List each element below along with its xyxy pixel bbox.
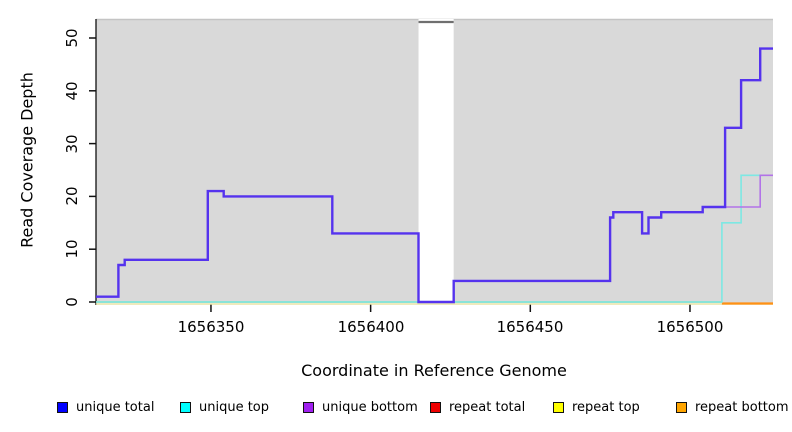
legend-label: repeat bottom [695,400,789,415]
y-tick-label: 30 [63,134,81,154]
legend-item-repeat-top: repeat top [553,400,640,415]
unique-total-swatch-icon [57,402,68,413]
x-tick-label: 1656500 [656,318,724,336]
y-tick-label: 20 [63,186,81,206]
unique-bottom-swatch-icon [303,402,314,413]
unique-top-swatch-icon [180,402,191,413]
y-tick-label: 10 [63,239,81,259]
legend-label: unique top [199,400,270,415]
legend-item-repeat-total: repeat total [430,400,525,415]
legend-item-unique-total: unique total [57,400,154,415]
x-tick-label: 1656450 [496,318,564,336]
y-tick-label: 0 [63,297,81,307]
legend-label: repeat total [449,400,526,415]
legend-item-unique-bottom: unique bottom [303,400,418,415]
x-tick-label: 1656400 [337,318,405,336]
repeat-total-swatch-icon [430,402,441,413]
y-tick-label: 40 [63,81,81,101]
y-tick-label: 50 [63,28,81,48]
x-tick-label: 1656350 [177,318,245,336]
repeat-top-swatch-icon [553,402,564,413]
legend-item-unique-top: unique top [180,400,269,415]
legend-label: repeat top [572,400,640,415]
legend-label: unique total [76,400,155,415]
repeat-bottom-swatch-icon [676,402,687,413]
y-axis-title: Read Coverage Depth [17,72,37,248]
x-axis-title: Coordinate in Reference Genome [301,361,567,380]
legend-label: unique bottom [322,400,418,415]
legend-item-repeat-bottom: repeat bottom [676,400,789,415]
